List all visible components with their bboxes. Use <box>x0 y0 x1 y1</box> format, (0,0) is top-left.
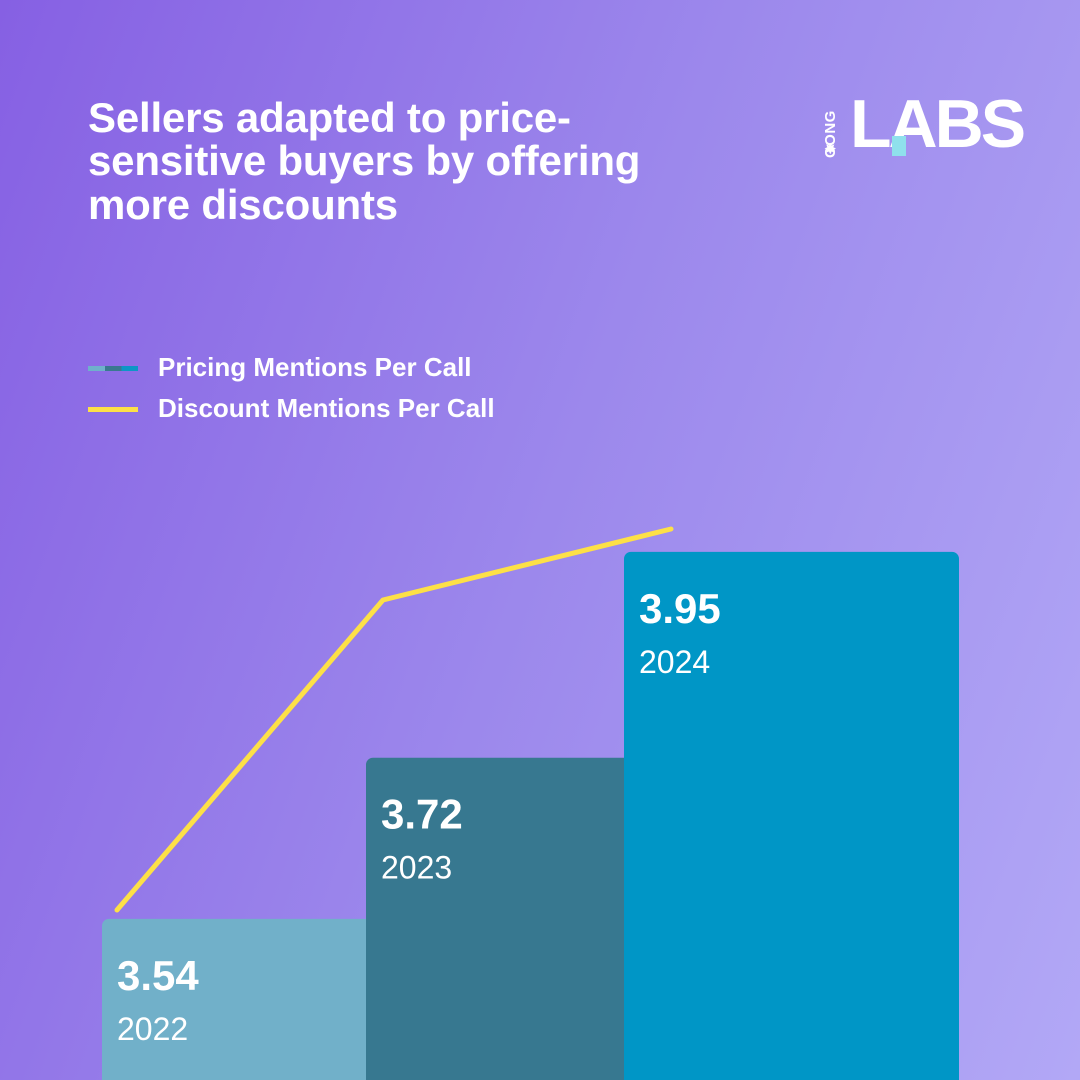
bar-value-label-2024: 3.95 <box>639 585 721 632</box>
bar-year-label-2022: 2022 <box>117 1011 188 1047</box>
bar-2024 <box>624 551 959 1080</box>
bar-value-label-2022: 3.54 <box>117 952 199 999</box>
bar-year-label-2023: 2023 <box>381 850 452 886</box>
discount-line <box>114 526 674 913</box>
bar-year-label-2024: 2024 <box>639 644 710 680</box>
legend-label-discount: Discount Mentions Per Call <box>158 393 495 423</box>
burst-star-icon: ✸ <box>824 141 837 158</box>
gong-labs-logo: ✸ GONG LABS <box>818 90 1026 162</box>
logo-labs-text: LABS <box>850 86 1026 162</box>
logo-accent <box>892 136 906 156</box>
bar-2023 <box>366 757 701 1080</box>
chart-title: Sellers adapted to price-sensitive buyer… <box>88 94 641 228</box>
legend-swatch-bar <box>88 366 138 371</box>
bar-value-label-2023: 3.72 <box>381 791 463 838</box>
bar-2022 <box>102 918 437 1080</box>
legend-label-pricing: Pricing Mentions Per Call <box>158 352 472 382</box>
legend-swatch-line <box>88 407 138 412</box>
